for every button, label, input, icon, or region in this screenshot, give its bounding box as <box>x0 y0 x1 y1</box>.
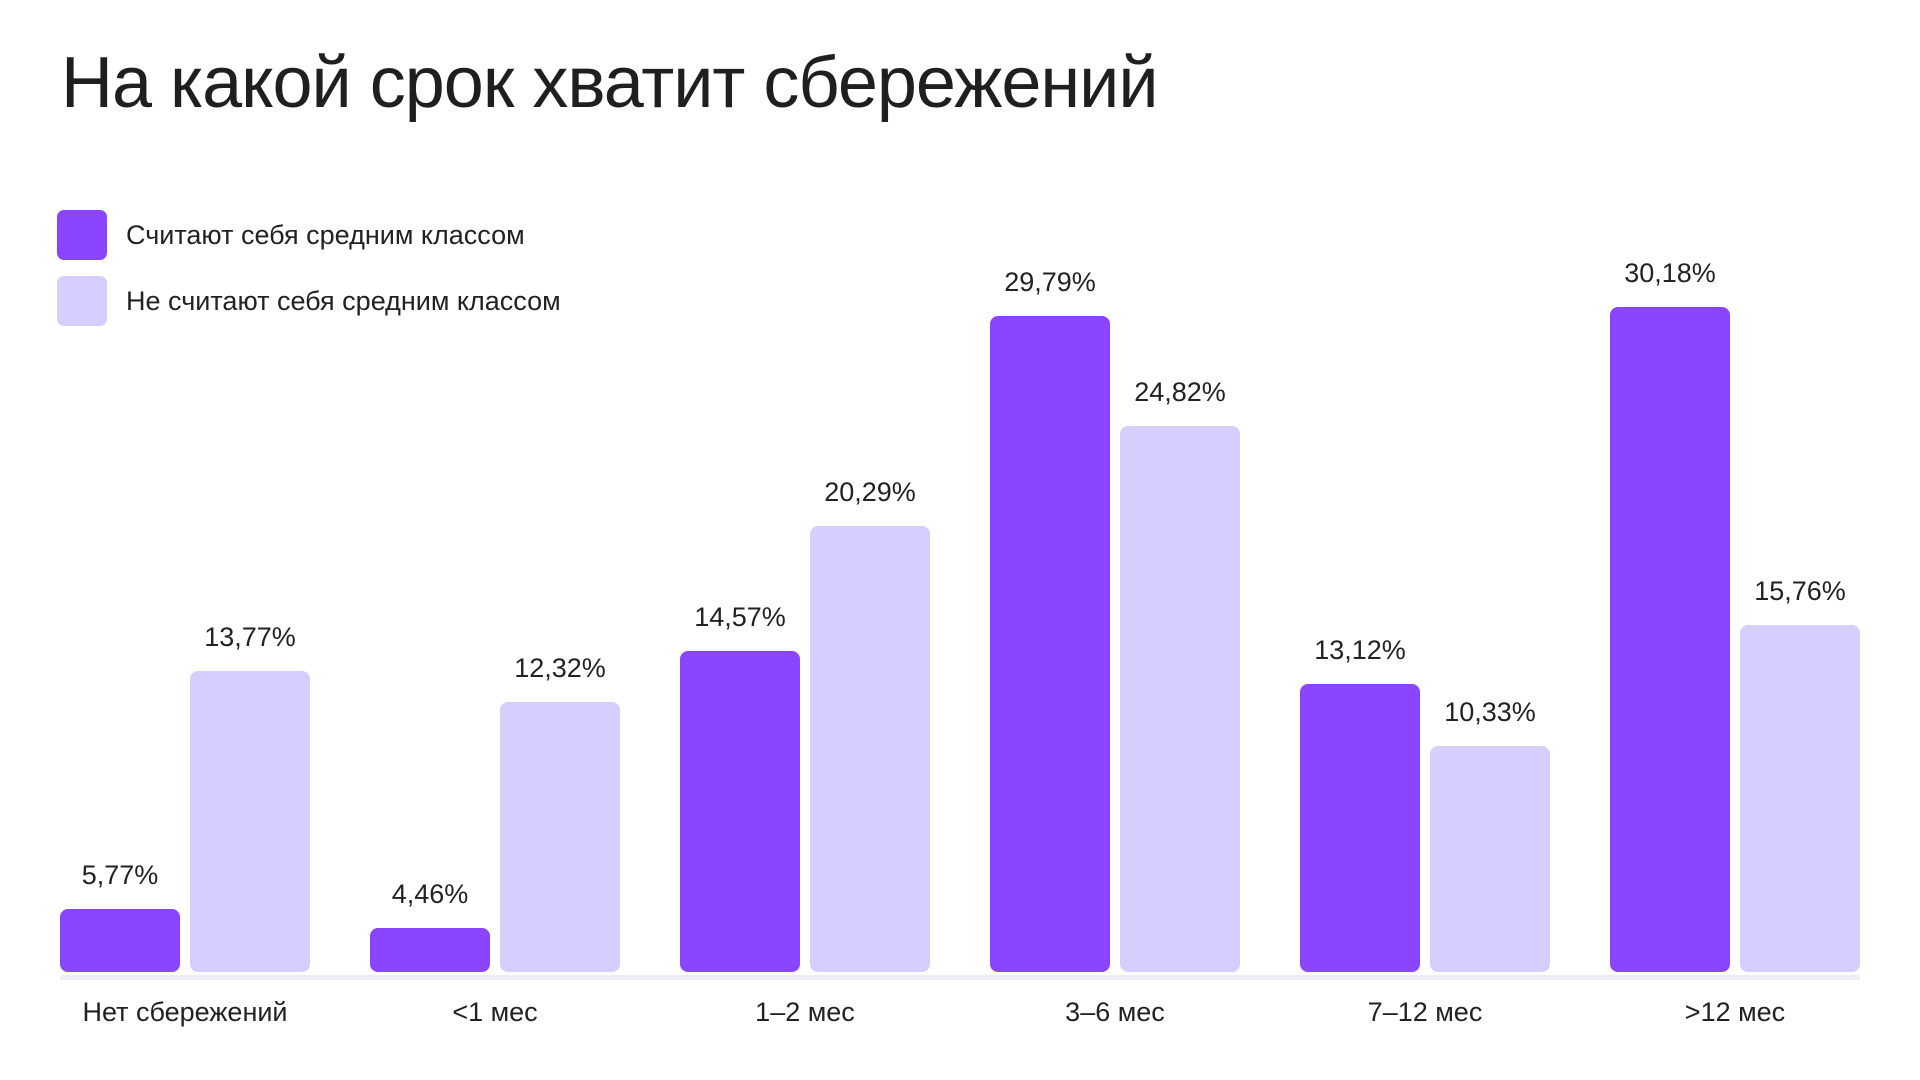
value-label: 29,79% <box>1004 267 1096 297</box>
bar-not-middle-class <box>1740 625 1860 972</box>
x-axis-line <box>60 975 1860 980</box>
bar-middle-class <box>1610 307 1730 972</box>
value-label: 14,57% <box>694 602 786 632</box>
legend: Считают себя средним классом Не считают … <box>57 210 561 342</box>
legend-swatch-lavender <box>57 276 107 326</box>
legend-item-middle-class: Считают себя средним классом <box>57 210 561 260</box>
value-label: 13,77% <box>204 622 296 652</box>
legend-swatch-purple <box>57 210 107 260</box>
bar-middle-class <box>370 928 490 972</box>
legend-item-not-middle-class: Не считают себя средним классом <box>57 276 561 326</box>
x-axis-label: <1 мес <box>452 997 538 1027</box>
value-label: 30,18% <box>1624 258 1716 288</box>
bar-not-middle-class <box>810 526 930 972</box>
value-label: 10,33% <box>1444 697 1536 727</box>
x-axis-label: 7–12 мес <box>1367 997 1483 1027</box>
bar-middle-class <box>680 651 800 972</box>
x-axis-label: 3–6 мес <box>1065 997 1165 1027</box>
value-label: 5,77% <box>81 860 159 890</box>
value-label: 4,46% <box>391 879 469 909</box>
bar-not-middle-class <box>1430 746 1550 972</box>
value-label: 12,32% <box>514 653 606 683</box>
bar-not-middle-class <box>190 671 310 972</box>
legend-label: Не считают себя средним классом <box>126 285 561 316</box>
bar-not-middle-class <box>500 702 620 972</box>
x-axis-label: Нет сбережений <box>82 997 288 1027</box>
bar-middle-class <box>990 316 1110 972</box>
bar-not-middle-class <box>1120 426 1240 972</box>
value-label: 13,12% <box>1314 635 1406 665</box>
bar-middle-class <box>1300 684 1420 972</box>
legend-label: Считают себя средним классом <box>126 219 525 250</box>
x-axis-label: >12 мес <box>1684 997 1786 1027</box>
bar-middle-class <box>60 909 180 972</box>
value-label: 15,76% <box>1754 576 1846 606</box>
value-label: 20,29% <box>824 477 916 507</box>
x-axis-label: 1–2 мес <box>755 997 855 1027</box>
chart-title: На какой срок хватит сбережений <box>61 43 1159 123</box>
value-label: 24,82% <box>1134 377 1226 407</box>
